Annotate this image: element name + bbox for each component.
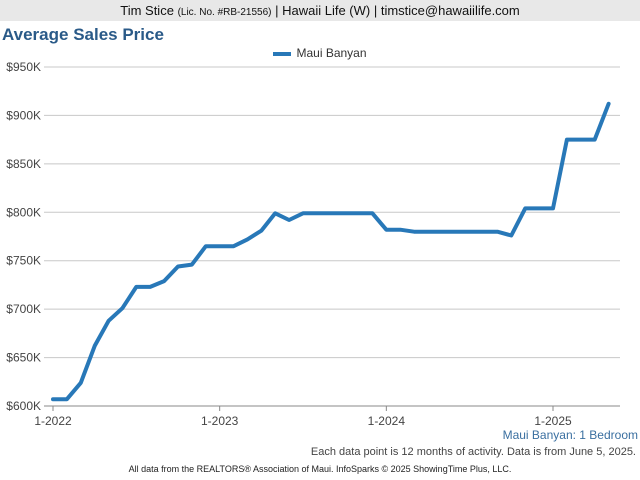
y-tick-label: $800K [6, 205, 41, 219]
x-tick-label: 1-2025 [534, 414, 572, 428]
chart-title: Average Sales Price [2, 25, 164, 44]
agent-details: | Hawaii Life (W) | timstice@hawaiilife.… [275, 3, 520, 18]
y-tick-label: $750K [6, 254, 41, 268]
subset-label: Maui Banyan: 1 Bedroom [502, 428, 638, 442]
source-note: All data from the REALTORS® Association … [128, 464, 512, 474]
y-tick-label: $650K [6, 351, 41, 365]
grid-lines [44, 66, 620, 407]
data-note: Each data point is 12 months of activity… [310, 446, 636, 458]
agent-header: Tim Stice (Lic. No. #RB-21556) | Hawaii … [0, 0, 640, 21]
y-tick-label: $700K [6, 302, 41, 316]
axes: $600K $650K $700K $750K $800K $850K $900K $950K… [6, 60, 572, 428]
legend: Maui Banyan [0, 46, 640, 60]
agent-name: Tim Stice [120, 3, 174, 18]
license-number: (Lic. No. #RB-21556) [177, 7, 272, 18]
legend-swatch [273, 51, 292, 56]
x-tick-label: 1-2024 [368, 414, 406, 428]
y-tick-label: $900K [6, 108, 41, 122]
x-tick-label: 1-2023 [201, 414, 239, 428]
legend-label: Maui Banyan [296, 46, 367, 60]
y-tick-label: $600K [6, 399, 41, 413]
series-line-maui-banyan [51, 101, 611, 402]
y-tick-label: $850K [6, 157, 41, 171]
series-layer [51, 101, 611, 402]
x-tick-label: 1-2022 [34, 414, 72, 428]
y-tick-label: $950K [6, 60, 41, 74]
